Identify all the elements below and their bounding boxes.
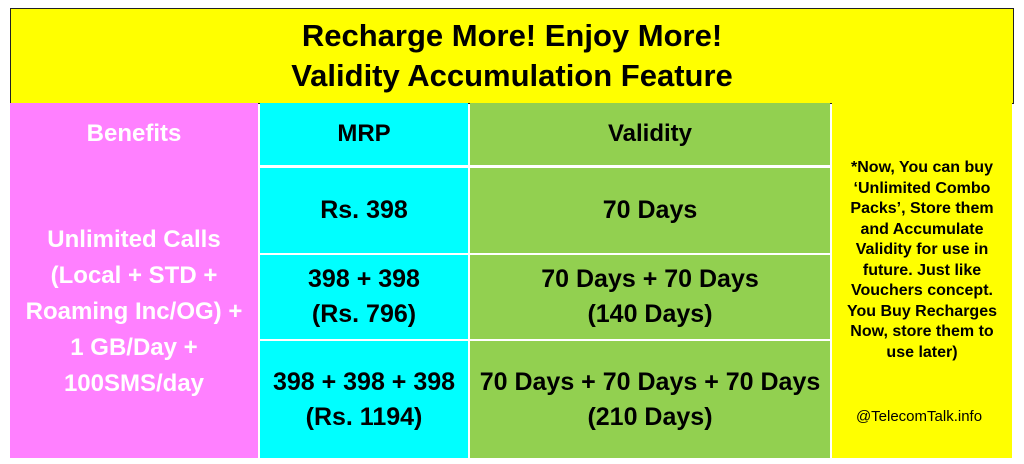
validity-cell-1: 70 Days xyxy=(470,168,830,253)
note-line: You Buy Recharges xyxy=(847,302,997,320)
note-line: *Now, You can buy xyxy=(851,159,993,176)
benefits-line: 100SMS/day xyxy=(63,369,205,397)
note-line: ‘Unlimited Combo xyxy=(853,179,991,197)
note-text: *Now, You can buy ‘Unlimited Combo Packs… xyxy=(841,158,1003,363)
benefits-line: (Local + STD + xyxy=(50,261,218,289)
note-line: use later) xyxy=(886,343,958,361)
title-line-2: Validity Accumulation Feature xyxy=(291,58,733,93)
mrp-header: MRP xyxy=(260,103,468,165)
accumulation-table: Recharge More! Enjoy More! Validity Accu… xyxy=(10,8,1014,458)
mrp-cell-2: 398 + 398 (Rs. 796) xyxy=(260,255,468,339)
credit-text: @TelecomTalk.info xyxy=(855,408,983,425)
validity-cell-3: 70 Days + 70 Days + 70 Days (210 Days) xyxy=(470,341,830,458)
validity-value: 70 Days + 70 Days + 70 Days xyxy=(479,367,821,396)
note-line: and Accumulate xyxy=(860,220,984,238)
note-cell: *Now, You can buy ‘Unlimited Combo Packs… xyxy=(832,103,1012,458)
title-banner: Recharge More! Enjoy More! Validity Accu… xyxy=(10,8,1014,104)
mrp-total: (Rs. 1194) xyxy=(305,402,423,431)
note-line: Validity for use in xyxy=(855,241,989,258)
validity-total: (140 Days) xyxy=(587,300,713,328)
mrp-value: 398 + 398 + 398 xyxy=(272,367,456,396)
validity-header: Validity xyxy=(470,103,830,165)
benefits-header: Benefits xyxy=(10,103,258,165)
mrp-value: Rs. 398 xyxy=(320,196,408,224)
mrp-value: 398 + 398 xyxy=(308,265,420,293)
validity-value: 70 Days xyxy=(602,196,698,224)
validity-value: 70 Days + 70 Days xyxy=(541,265,759,293)
validity-cell-2: 70 Days + 70 Days (140 Days) xyxy=(470,255,830,339)
validity-total: (210 Days) xyxy=(587,402,713,431)
mrp-cell-3: 398 + 398 + 398 (Rs. 1194) xyxy=(260,341,468,458)
title-line-1: Recharge More! Enjoy More! xyxy=(301,18,723,53)
benefits-line: Roaming Inc/OG) + xyxy=(25,297,243,325)
benefits-text: Unlimited Calls (Local + STD + Roaming I… xyxy=(26,222,243,402)
benefits-line: Unlimited Calls xyxy=(47,225,221,253)
benefits-cell: Unlimited Calls (Local + STD + Roaming I… xyxy=(10,165,258,458)
note-line: Packs’, Store them xyxy=(850,200,994,217)
note-line: future. Just like xyxy=(862,261,982,279)
benefits-line: 1 GB/Day + xyxy=(70,333,198,361)
mrp-total: (Rs. 796) xyxy=(311,300,417,328)
note-line: Now, store them to xyxy=(850,323,994,340)
mrp-cell-1: Rs. 398 xyxy=(260,168,468,253)
note-line: Vouchers concept. xyxy=(851,282,993,299)
